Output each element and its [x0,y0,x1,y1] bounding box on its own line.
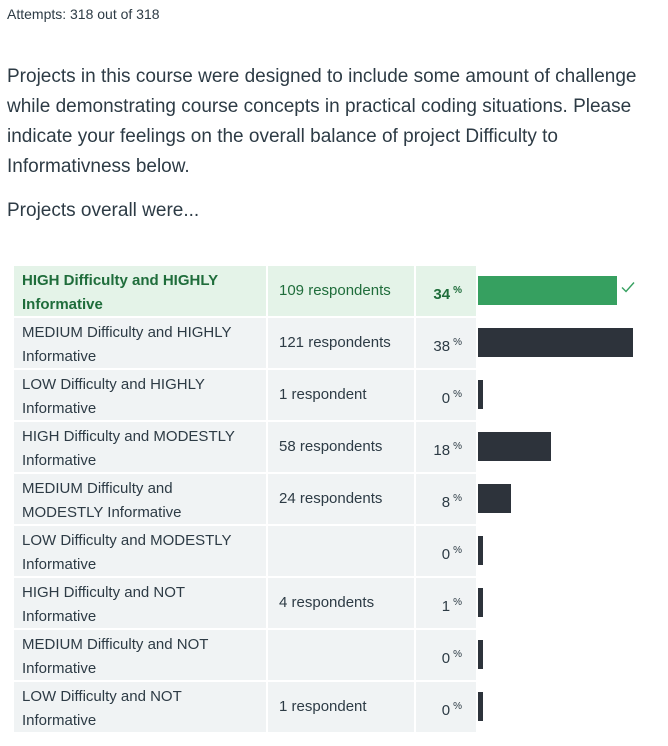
answer-label: HIGH Difficulty and NOT Informative [14,578,266,628]
respondent-count: 1 respondent [268,370,414,420]
percent-value: 0 [441,546,451,563]
check-icon [621,282,635,293]
answer-label: HIGH Difficulty and HIGHLY Informative [14,266,266,316]
answer-row: MEDIUM Difficulty and NOT Informative 0% [14,630,664,682]
percent-bar [478,328,633,357]
percent-value: 1 [441,598,451,615]
answer-row: LOW Difficulty and HIGHLY Informative 1 r… [14,370,664,422]
answer-percent: 8% [416,474,476,524]
answer-label: MEDIUM Difficulty and NOT Informative [14,630,266,680]
percent-value: 0 [441,390,451,407]
percent-value: 8 [441,494,451,511]
percent-value: 18 [433,442,451,459]
answer-percent: 0% [416,526,476,576]
answer-label: LOW Difficulty and HIGHLY Informative [14,370,266,420]
respondent-count: 4 respondents [268,578,414,628]
percent-sign: % [453,597,462,608]
question-text: Projects in this course were designed to… [7,66,637,177]
respondent-count: 1 respondent [268,682,414,732]
percent-bar [478,640,483,669]
percent-bar [478,692,483,721]
answer-percent: 34% [416,266,476,316]
percent-bar [478,536,483,565]
answer-label: LOW Difficulty and MODESTLY Informative [14,526,266,576]
percent-bar [478,484,511,513]
percent-bar [478,432,551,461]
answer-percent: 18% [416,422,476,472]
answer-row: LOW Difficulty and MODESTLY Informative 0… [14,526,664,578]
percent-value: 0 [441,650,451,667]
percent-value: 34 [433,286,451,303]
percent-sign: % [453,649,462,660]
percent-sign: % [453,337,462,348]
percent-sign: % [453,441,462,452]
answer-label: MEDIUM Difficulty and HIGHLY Informative [14,318,266,368]
percent-sign: % [453,545,462,556]
respondent-count: 24 respondents [268,474,414,524]
respondent-count [268,526,414,576]
respondent-count [268,630,414,680]
respondent-count: 58 respondents [268,422,414,472]
percent-bar [478,588,483,617]
percent-value: 0 [441,702,451,719]
answer-label: HIGH Difficulty and MODESTLY Informative [14,422,266,472]
answer-label: MEDIUM Difficulty and MODESTLY Informati… [14,474,266,524]
answer-results: HIGH Difficulty and HIGHLY Informative 10… [14,266,664,734]
answer-percent: 0% [416,370,476,420]
answer-row: HIGH Difficulty and HIGHLY Informative 10… [14,266,664,318]
answer-row: MEDIUM Difficulty and HIGHLY Informative… [14,318,664,370]
percent-sign: % [453,701,462,712]
attempts-summary: Attempts: 318 out of 318 [7,6,160,22]
answer-row: HIGH Difficulty and MODESTLY Informative… [14,422,664,474]
answer-percent: 38% [416,318,476,368]
answer-label: LOW Difficulty and NOT Informative [14,682,266,732]
answer-percent: 1% [416,578,476,628]
answer-row: LOW Difficulty and NOT Informative 1 resp… [14,682,664,734]
percent-sign: % [453,389,462,400]
answer-percent: 0% [416,630,476,680]
percent-bar [478,380,483,409]
question-prompt: Projects overall were... [7,200,200,221]
percent-bar [478,276,617,305]
answer-row: MEDIUM Difficulty and MODESTLY Informati… [14,474,664,526]
answer-percent: 0% [416,682,476,732]
percent-sign: % [453,285,462,296]
percent-sign: % [453,493,462,504]
respondent-count: 121 respondents [268,318,414,368]
answer-row: HIGH Difficulty and NOT Informative 4 res… [14,578,664,630]
respondent-count: 109 respondents [268,266,414,316]
percent-value: 38 [433,338,451,355]
